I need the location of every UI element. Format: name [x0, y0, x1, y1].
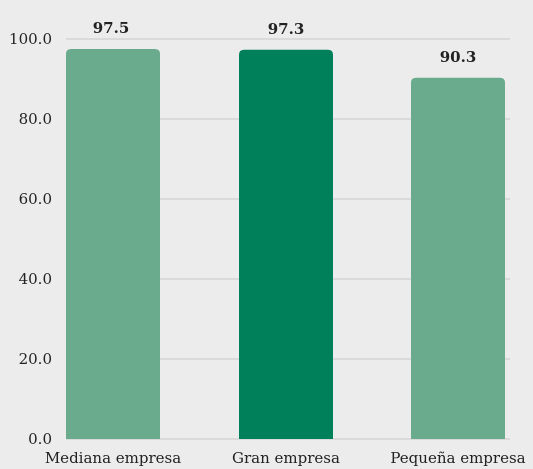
data-labels: 97.5 97.3 90.3 [93, 19, 477, 66]
y-tick-label: 80.0 [19, 110, 52, 128]
x-axis-categories: Mediana empresa Gran empresa Pequeña empre… [45, 449, 526, 467]
y-tick-label: 100.0 [9, 30, 52, 48]
data-label: 97.3 [268, 20, 305, 38]
bar [66, 49, 160, 439]
y-axis-ticks: 0.0 20.0 40.0 60.0 80.0 100.0 [9, 30, 52, 448]
bars [66, 49, 505, 440]
bar [411, 77, 505, 440]
x-category-label: Pequeña empresa [390, 449, 525, 467]
x-category-label: Gran empresa [232, 449, 340, 467]
y-tick-label: 20.0 [19, 350, 52, 368]
y-tick-label: 40.0 [19, 270, 52, 288]
y-tick-label: 0.0 [28, 430, 52, 448]
data-label: 97.5 [93, 19, 130, 37]
x-category-label: Mediana empresa [45, 449, 181, 467]
y-tick-label: 60.0 [19, 190, 52, 208]
bar [239, 49, 333, 440]
data-label: 90.3 [440, 48, 477, 66]
